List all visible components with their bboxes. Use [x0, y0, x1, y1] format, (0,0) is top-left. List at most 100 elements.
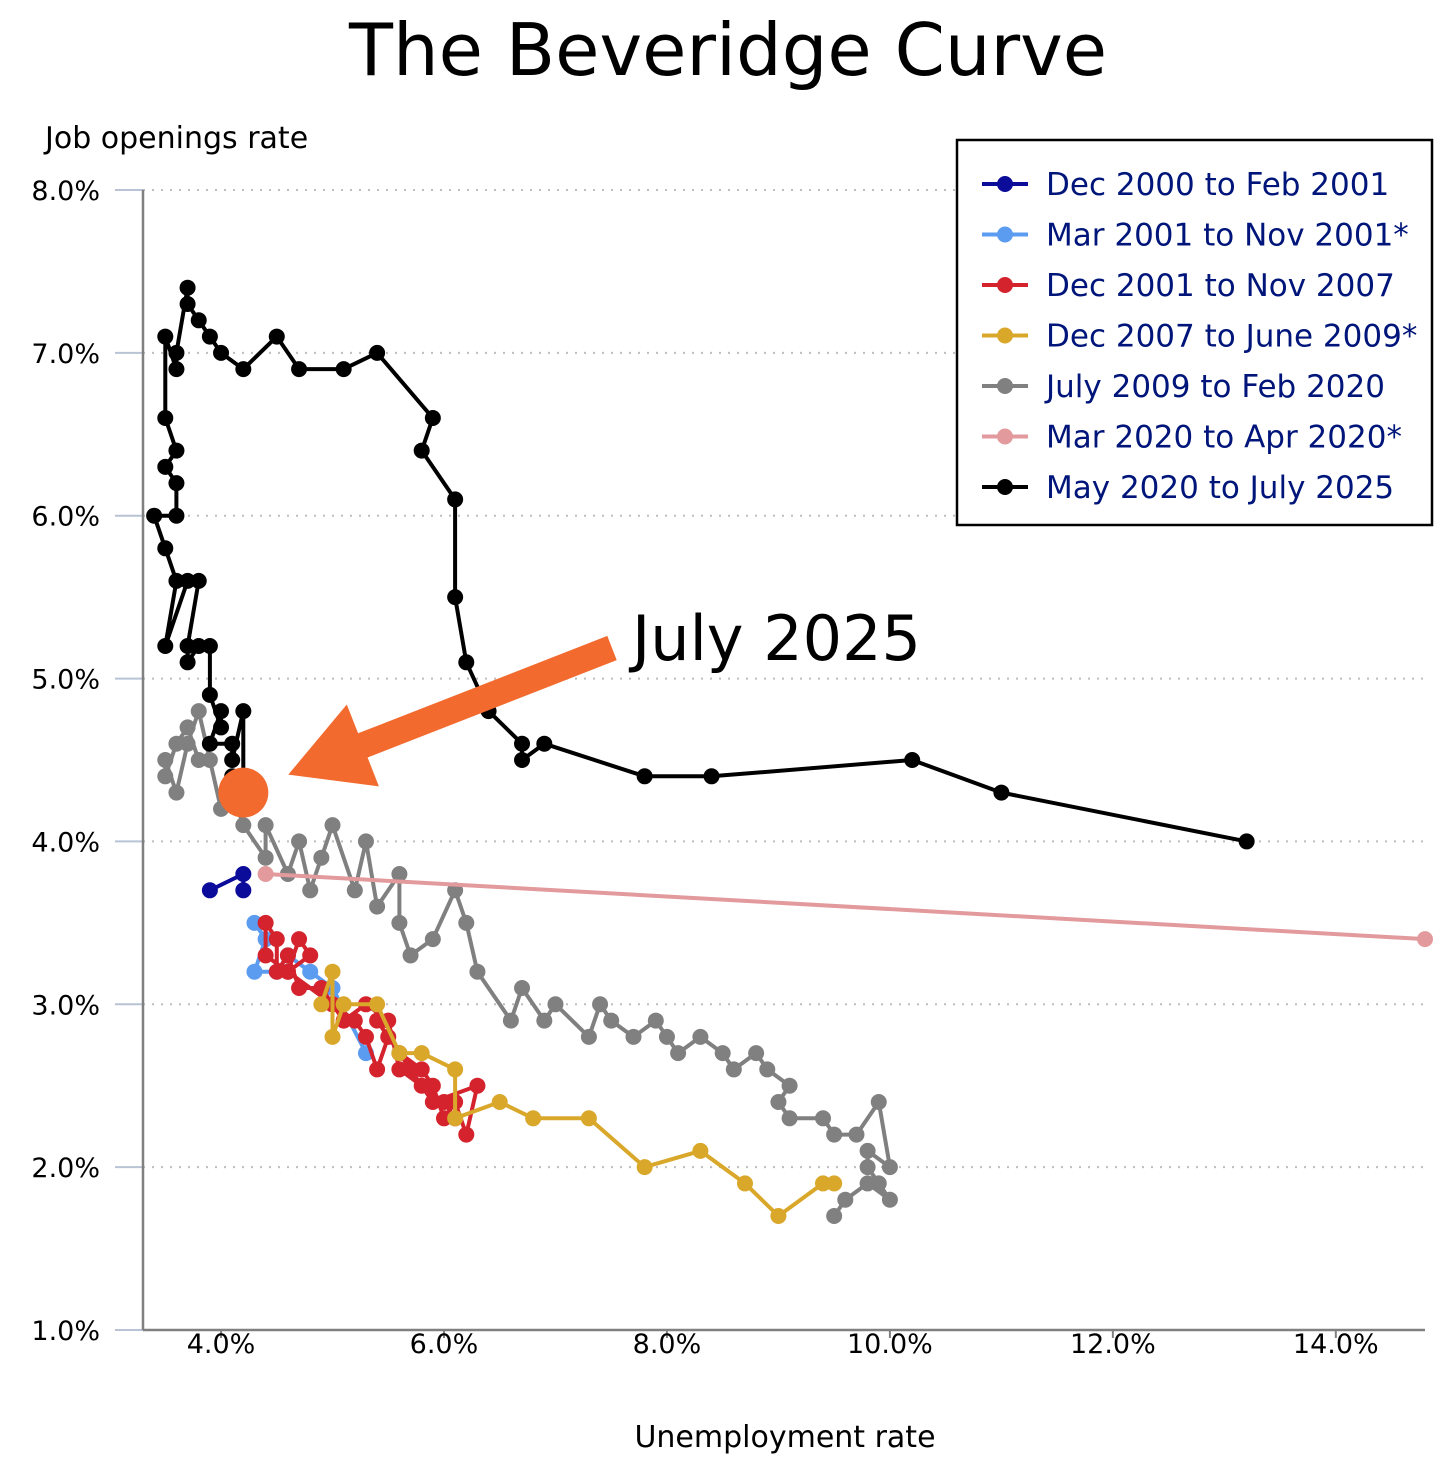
data-point [302, 947, 319, 964]
data-point [357, 1028, 374, 1045]
data-point [904, 752, 921, 768]
data-point [993, 784, 1010, 801]
data-point [725, 1061, 742, 1078]
data-point [335, 361, 352, 378]
data-point [201, 638, 218, 654]
data-point [424, 1094, 441, 1110]
y-tick-label: 8.0% [31, 176, 100, 207]
legend-swatch-marker [997, 479, 1013, 495]
data-point [469, 1077, 486, 1094]
legend-label: Dec 2000 to Feb 2001 [1046, 167, 1389, 203]
data-point [168, 572, 185, 589]
data-point [736, 1175, 753, 1192]
data-point [413, 1045, 430, 1062]
data-point [670, 1045, 687, 1062]
annotation-group: July 2025 [218, 602, 921, 818]
grid-lines [143, 189, 1425, 1169]
data-point [190, 638, 207, 654]
data-point [235, 882, 252, 899]
legend-item: Mar 2020 to Apr 2020* [982, 420, 1402, 456]
legend-swatch-marker [997, 226, 1013, 243]
data-point [391, 1061, 408, 1078]
data-point [357, 833, 374, 850]
data-point [268, 931, 285, 948]
data-point [168, 784, 185, 801]
data-point [268, 963, 285, 980]
data-point [157, 540, 174, 557]
data-point [580, 1110, 597, 1127]
data-point [302, 963, 319, 980]
x-tick-label: 8.0% [633, 1329, 702, 1360]
data-point [1238, 833, 1255, 850]
data-point [257, 947, 274, 964]
y-tick-label: 3.0% [31, 990, 100, 1021]
annotation-label: July 2025 [628, 602, 921, 675]
data-point [257, 817, 274, 834]
data-point [815, 1175, 832, 1192]
data-point [447, 589, 464, 606]
data-point [179, 654, 196, 671]
data-point [369, 996, 386, 1013]
data-point [826, 1126, 843, 1143]
data-point [201, 328, 218, 345]
data-point [190, 572, 207, 589]
data-point [848, 1126, 865, 1143]
data-point [168, 361, 185, 378]
data-point [647, 1012, 664, 1029]
data-point [291, 931, 308, 948]
data-point [424, 410, 441, 426]
data-point [625, 1028, 642, 1045]
legend-label: Mar 2001 to Nov 2001* [1046, 218, 1409, 254]
data-point [224, 735, 241, 752]
data-point [246, 963, 263, 980]
data-point [157, 752, 174, 768]
legend-swatch-marker [997, 176, 1013, 192]
data-point [525, 1110, 542, 1127]
data-point [469, 963, 486, 980]
data-point [157, 458, 174, 475]
data-point [224, 752, 241, 768]
data-point [837, 1191, 854, 1208]
data-point [279, 947, 296, 964]
data-point [213, 719, 230, 736]
legend-swatch-marker [997, 428, 1013, 445]
data-point [636, 768, 653, 785]
data-point [246, 914, 263, 931]
legend-label: Dec 2001 to Nov 2007 [1046, 268, 1395, 304]
legend-box [955, 138, 1434, 527]
data-point [179, 279, 196, 296]
x-tick-label: 10.0% [847, 1329, 933, 1360]
legend-item: Dec 2007 to June 2009* [982, 319, 1417, 355]
data-point [268, 328, 285, 345]
data-point [870, 1094, 887, 1110]
data-point [692, 1028, 709, 1045]
data-point [190, 312, 207, 329]
data-point [168, 507, 185, 524]
x-tick-label: 4.0% [187, 1329, 256, 1360]
series-2 [257, 914, 486, 1143]
data-point [168, 344, 185, 361]
data-point [580, 1028, 597, 1045]
data-point [157, 638, 174, 654]
data-point [324, 817, 341, 834]
data-point [714, 1045, 731, 1062]
data-point [826, 1208, 843, 1224]
data-point [413, 1061, 430, 1078]
data-point [502, 1012, 519, 1029]
data-point [335, 996, 352, 1013]
data-point [179, 735, 196, 752]
data-point [157, 328, 174, 345]
y-tick-label: 4.0% [31, 827, 100, 858]
data-point [302, 882, 319, 899]
data-point [157, 768, 174, 785]
y-tick-label: 2.0% [31, 1153, 100, 1184]
legend-item: May 2020 to July 2025 [982, 470, 1394, 506]
annotation-arrow [288, 635, 617, 787]
legend-swatch-marker [997, 277, 1013, 293]
data-point [870, 1175, 887, 1192]
data-point [547, 996, 564, 1013]
data-point [435, 1094, 452, 1110]
data-point [257, 914, 274, 931]
data-point [424, 1077, 441, 1094]
